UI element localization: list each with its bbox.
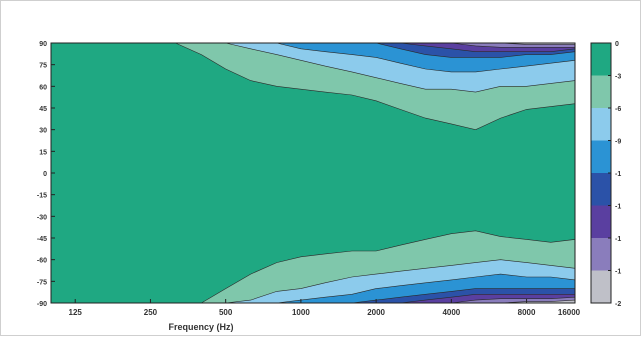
colorbar-tick-label: -1 <box>615 269 621 276</box>
y-tick-label: 45 <box>39 106 47 113</box>
colorbar-tick-label: -1 <box>615 171 621 178</box>
colorbar-tick-label: -9 <box>615 139 621 146</box>
x-tick-label: 8000 <box>518 308 536 317</box>
plot-area <box>50 42 576 304</box>
colorbar-swatch-2 <box>591 108 611 141</box>
colorbar: 0 -3 -6 -9 -1 -1 -1 -1 -2 <box>590 41 621 308</box>
colorbar-swatch-0 <box>591 43 611 76</box>
y-tick-label: 75 <box>39 63 47 70</box>
x-tick-label: 16000 <box>558 308 581 317</box>
x-tick-label: 250 <box>144 308 158 317</box>
y-tick-label: 30 <box>39 128 47 135</box>
y-tick-label: -90 <box>37 301 47 308</box>
colorbar-swatch-4 <box>591 173 611 206</box>
colorbar-tick-label: -6 <box>615 106 621 113</box>
x-tick-label: 4000 <box>442 308 460 317</box>
x-axis-label: Frequency (Hz) <box>168 322 233 332</box>
colorbar-tick-label: -2 <box>615 301 621 308</box>
colorbar-tick-label: 0 <box>615 41 619 48</box>
colorbar-swatch-5 <box>591 205 611 238</box>
colorbar-tick-label: -1 <box>615 236 621 243</box>
colorbar-swatch-7 <box>591 270 611 303</box>
y-tick-label: -75 <box>37 279 47 286</box>
y-tick-label: 90 <box>39 41 47 48</box>
y-tick-label: -45 <box>37 236 47 243</box>
x-tick-label: 500 <box>219 308 233 317</box>
colorbar-tick-label: -1 <box>615 204 621 211</box>
x-tick-label: 125 <box>69 308 83 317</box>
colorbar-swatch-1 <box>591 75 611 108</box>
x-tick-label: 1000 <box>292 308 310 317</box>
colorbar-swatch-3 <box>591 140 611 173</box>
x-axis: 125 250 500 1000 2000 4000 8000 16000 <box>69 299 603 317</box>
x-tick-label: 2000 <box>367 308 385 317</box>
y-tick-label: -60 <box>37 258 47 265</box>
y-tick-label: 0 <box>43 171 47 178</box>
y-axis: 90 75 60 45 30 15 0 -15 -30 -45 -60 -75 -90 <box>37 41 55 308</box>
y-tick-label: -15 <box>37 193 47 200</box>
y-tick-label: -30 <box>37 214 47 221</box>
y-tick-label: 15 <box>39 149 47 156</box>
colorbar-tick-label: -3 <box>615 74 621 81</box>
colorbar-swatch-6 <box>591 238 611 271</box>
y-tick-label: 60 <box>39 84 47 91</box>
